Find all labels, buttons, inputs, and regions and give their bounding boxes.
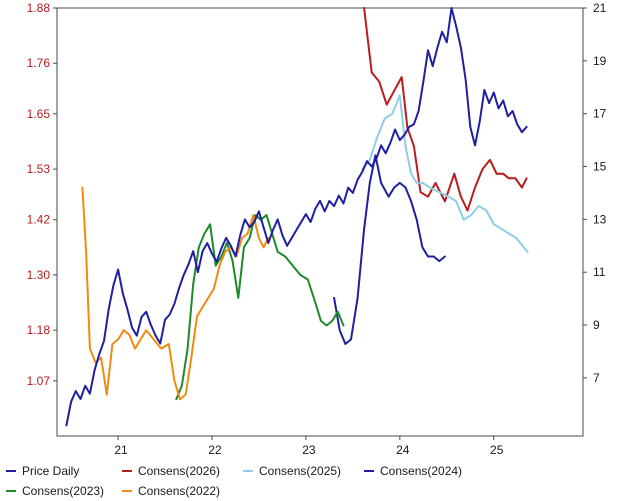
left-tick-label: 1.42 bbox=[27, 213, 51, 227]
legend-item: Price Daily bbox=[6, 462, 79, 480]
left-tick-label: 1.30 bbox=[27, 268, 51, 282]
right-tick-label: 13 bbox=[593, 212, 607, 226]
right-tick-label: 21 bbox=[593, 1, 607, 15]
series-layer bbox=[65, 7, 529, 427]
chart: 1.88 1.76 1.65 1.53 1.42 1.30 1.18 1.07 21 19 17 15… bbox=[27, 1, 607, 457]
legend-item: Consens(2024) bbox=[364, 462, 462, 480]
left-tick-label: 1.65 bbox=[27, 107, 51, 121]
legend-label: Consens(2026) bbox=[138, 464, 221, 478]
right-tick-label: 19 bbox=[593, 54, 607, 68]
legend-swatch bbox=[122, 490, 132, 492]
legend-label: Consens(2024) bbox=[380, 464, 463, 478]
legend-item: Consens(2026) bbox=[122, 462, 220, 480]
legend-label: Consens(2025) bbox=[259, 464, 342, 478]
series-line-consens-2024 bbox=[333, 154, 446, 345]
x-tick-label: 22 bbox=[208, 443, 222, 457]
x-tick-label: 23 bbox=[302, 443, 316, 457]
legend-label: Consens(2022) bbox=[138, 484, 221, 498]
tick-layer: 1.88 1.76 1.65 1.53 1.42 1.30 1.18 1.07 21 19 17 15… bbox=[27, 1, 607, 457]
legend-swatch bbox=[364, 470, 374, 472]
series-line-consens-2025 bbox=[361, 94, 529, 253]
x-tick-label: 24 bbox=[396, 443, 410, 457]
legend-swatch bbox=[6, 470, 16, 472]
series-line-price-daily bbox=[65, 7, 528, 427]
legend-label: Price Daily bbox=[22, 464, 80, 478]
right-tick-label: 7 bbox=[593, 371, 600, 385]
right-tick-label: 9 bbox=[593, 318, 600, 332]
series-line-consens-2023 bbox=[175, 214, 345, 401]
left-tick-label: 1.53 bbox=[27, 162, 51, 176]
series-line-consens-2026 bbox=[363, 7, 528, 212]
legend: Price Daily Consens(2026) Consens(2025) Con… bbox=[0, 458, 620, 501]
left-tick-label: 1.07 bbox=[27, 374, 51, 388]
legend-item: Consens(2022) bbox=[122, 482, 220, 500]
left-tick-label: 1.76 bbox=[27, 56, 51, 70]
plot-frame bbox=[56, 7, 584, 437]
left-tick-label: 1.88 bbox=[27, 1, 51, 15]
legend-label: Consens(2023) bbox=[22, 484, 105, 498]
right-tick-label: 11 bbox=[593, 265, 606, 279]
right-tick-label: 15 bbox=[593, 160, 607, 174]
right-tick-label: 17 bbox=[593, 107, 607, 121]
legend-swatch bbox=[122, 470, 132, 472]
legend-swatch bbox=[243, 470, 253, 472]
legend-swatch bbox=[6, 490, 16, 492]
x-tick-label: 25 bbox=[490, 443, 504, 457]
legend-item: Consens(2023) bbox=[6, 482, 104, 500]
legend-item: Consens(2025) bbox=[243, 462, 341, 480]
series-line-consens-2022 bbox=[81, 186, 270, 401]
left-tick-label: 1.18 bbox=[27, 323, 51, 337]
x-tick-label: 21 bbox=[114, 443, 128, 457]
